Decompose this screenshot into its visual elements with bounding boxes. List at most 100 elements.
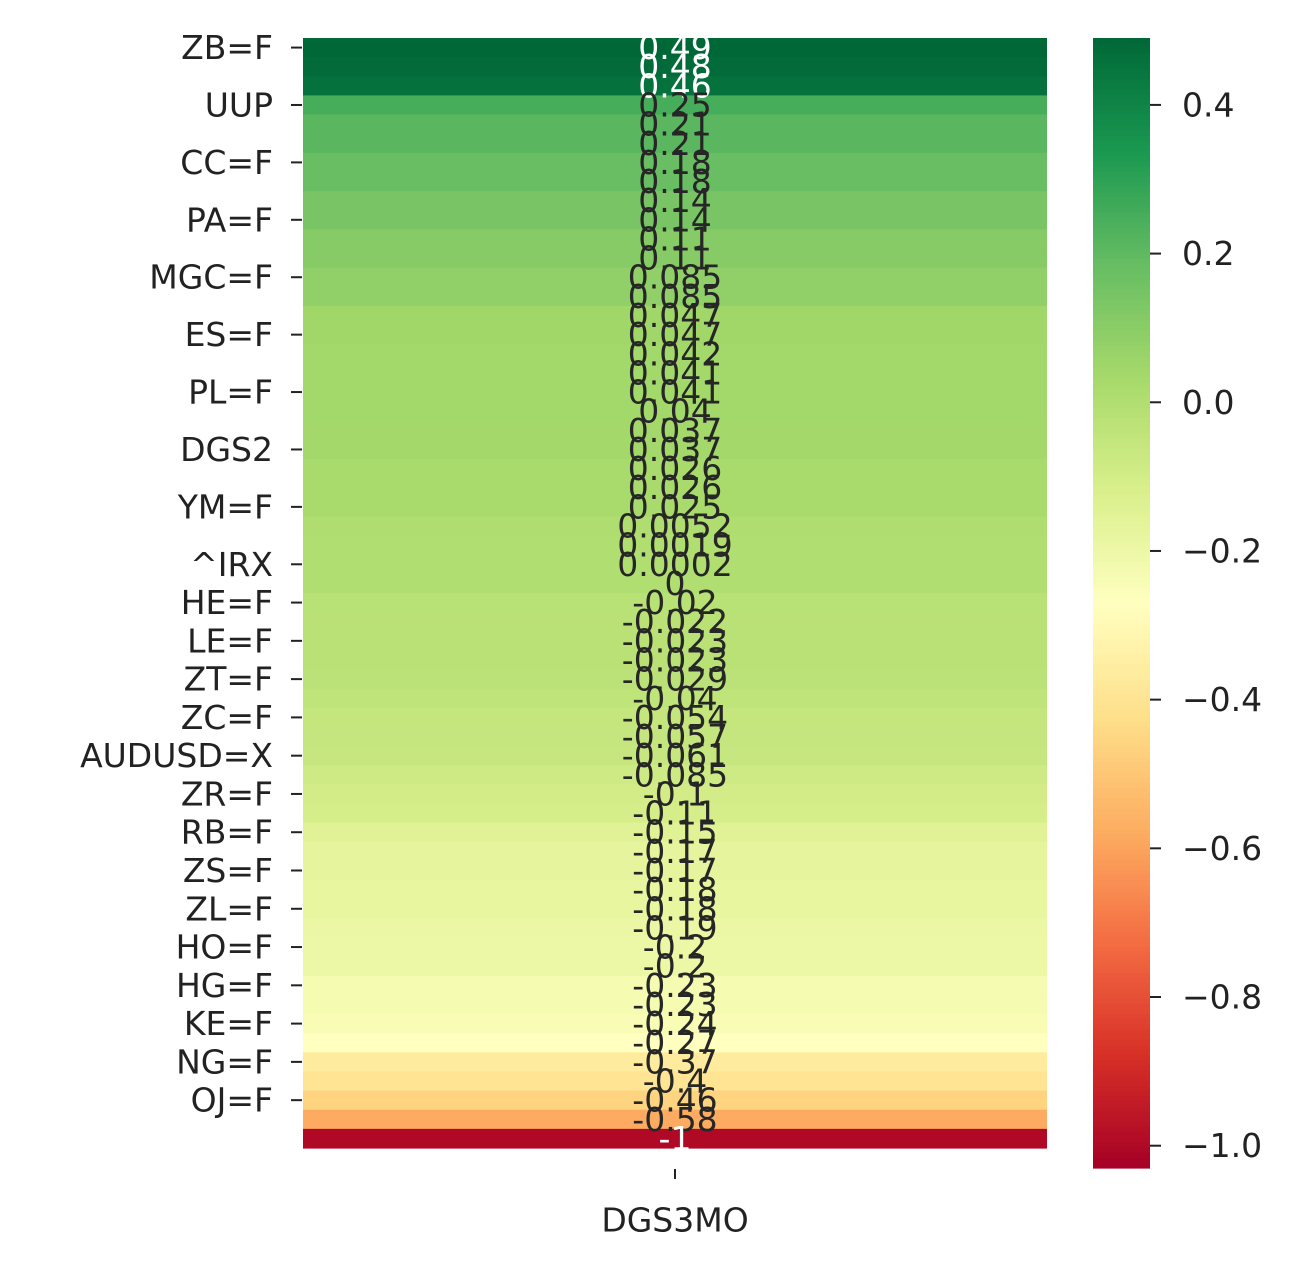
cell-annotation: 0.025 bbox=[628, 487, 722, 526]
cell-annotation: -0.18 bbox=[632, 889, 717, 928]
colorbar-segment bbox=[1093, 305, 1150, 311]
colorbar-tick-label: 0.2 bbox=[1182, 234, 1234, 273]
colorbar-segment bbox=[1093, 125, 1150, 132]
y-tick-label: HO=F bbox=[176, 928, 273, 967]
colorbar-segment bbox=[1093, 1060, 1150, 1066]
heatmap-cell bbox=[303, 612, 1047, 632]
colorbar-segment bbox=[1093, 284, 1150, 291]
heatmap-cell bbox=[303, 688, 1047, 709]
cell-annotation: 0.11 bbox=[638, 219, 711, 258]
cell-annotation: -0.054 bbox=[622, 698, 728, 737]
colorbar-segment bbox=[1093, 638, 1150, 645]
heatmap-cell bbox=[303, 344, 1047, 364]
heatmap-cell bbox=[303, 554, 1047, 575]
colorbar-segment bbox=[1093, 377, 1150, 383]
y-tick-label: MGC=F bbox=[149, 258, 273, 297]
colorbar-segment bbox=[1093, 942, 1150, 948]
cell-annotation: -0.18 bbox=[632, 870, 717, 909]
colorbar-segment bbox=[1093, 561, 1150, 568]
cell-annotation: 0.041 bbox=[628, 353, 722, 392]
colorbar-segment bbox=[1093, 592, 1150, 599]
colorbar-segment bbox=[1093, 176, 1150, 183]
heatmap-cell bbox=[303, 1052, 1047, 1073]
colorbar-segment bbox=[1093, 829, 1150, 835]
colorbar-segment bbox=[1093, 109, 1150, 116]
colorbar-segment bbox=[1093, 541, 1150, 548]
colorbar-segment bbox=[1093, 659, 1150, 666]
colorbar-segment bbox=[1093, 454, 1150, 460]
colorbar-segment bbox=[1093, 484, 1150, 491]
colorbar-segment bbox=[1093, 649, 1150, 655]
colorbar-segment bbox=[1093, 156, 1150, 162]
colorbar-segment bbox=[1093, 633, 1150, 640]
heatmap-cell bbox=[303, 573, 1047, 594]
heatmap-cell bbox=[303, 210, 1047, 230]
colorbar-segment bbox=[1093, 736, 1150, 743]
colorbar-segment bbox=[1093, 238, 1150, 245]
heatmap-cell bbox=[303, 994, 1047, 1015]
colorbar-segment bbox=[1093, 120, 1150, 126]
y-tick-label: CC=F bbox=[180, 143, 273, 182]
cell-annotation: 0.21 bbox=[638, 105, 711, 144]
heatmap-cell bbox=[303, 535, 1047, 556]
colorbar-segment bbox=[1093, 551, 1150, 558]
colorbar-segment bbox=[1093, 525, 1150, 532]
colorbar-segment bbox=[1093, 207, 1150, 214]
cell-annotation: -0.061 bbox=[622, 736, 728, 775]
colorbar-segment bbox=[1093, 695, 1150, 702]
cell-annotation: -0.023 bbox=[622, 640, 728, 679]
colorbar-segment bbox=[1093, 967, 1150, 974]
colorbar-segment bbox=[1093, 962, 1150, 969]
cell-annotation: 0.047 bbox=[628, 296, 722, 335]
colorbar-segment bbox=[1093, 130, 1150, 137]
cell-annotation: -0.1 bbox=[643, 774, 707, 813]
colorbar-segment bbox=[1093, 79, 1150, 85]
cell-annotation: -0.022 bbox=[622, 602, 728, 641]
y-tick-label: HE=F bbox=[181, 583, 273, 622]
cell-annotation: -0.2 bbox=[643, 947, 707, 986]
heatmap-cells bbox=[303, 38, 1047, 1149]
colorbar-segment bbox=[1093, 931, 1150, 938]
colorbar-segment bbox=[1093, 361, 1150, 368]
colorbar-segment bbox=[1093, 952, 1150, 959]
heatmap-cell bbox=[303, 707, 1047, 728]
colorbar-segment bbox=[1093, 186, 1150, 193]
cell-annotation: -0.4 bbox=[643, 1062, 707, 1101]
colorbar-segment bbox=[1093, 418, 1150, 424]
colorbar-segment bbox=[1093, 567, 1150, 573]
cell-annotation: 0.18 bbox=[638, 143, 711, 182]
colorbar-segment bbox=[1093, 68, 1150, 75]
colorbar-segment bbox=[1093, 751, 1150, 758]
cell-annotation: -0.37 bbox=[632, 1042, 717, 1081]
colorbar-segment bbox=[1093, 1147, 1150, 1154]
heatmap-cell bbox=[303, 860, 1047, 881]
colorbar-segment bbox=[1093, 1096, 1150, 1102]
colorbar-segment bbox=[1093, 423, 1150, 429]
y-tick-label: LE=F bbox=[187, 621, 273, 660]
colorbar-segment bbox=[1093, 115, 1150, 121]
colorbar-segment bbox=[1093, 433, 1150, 440]
heatmap-cell bbox=[303, 669, 1047, 690]
cell-annotation: -0.15 bbox=[632, 813, 717, 852]
cell-annotation: -0.029 bbox=[622, 660, 728, 699]
colorbar-segment bbox=[1093, 299, 1150, 306]
y-tick-label: ^IRX bbox=[190, 545, 273, 584]
heatmap-cell bbox=[303, 114, 1047, 135]
colorbar-segment bbox=[1093, 371, 1150, 378]
cell-annotations: 0.490.480.460.250.210.210.180.180.140.14… bbox=[617, 28, 732, 1158]
colorbar-segment bbox=[1093, 89, 1150, 96]
colorbar-segment bbox=[1093, 777, 1150, 784]
cell-annotation: 0.14 bbox=[638, 181, 711, 220]
y-tick-label: UUP bbox=[205, 85, 273, 124]
colorbar-segment bbox=[1093, 628, 1150, 635]
heatmap-cell bbox=[303, 1033, 1047, 1053]
colorbar-segment bbox=[1093, 885, 1150, 892]
colorbar-segment bbox=[1093, 1157, 1150, 1164]
colorbar-segment bbox=[1093, 608, 1150, 614]
colorbar-segment bbox=[1093, 546, 1150, 553]
colorbar-segment bbox=[1093, 515, 1150, 522]
colorbar-segment bbox=[1093, 875, 1150, 881]
colorbar-segment bbox=[1093, 356, 1150, 363]
colorbar-tick-label: −0.8 bbox=[1182, 978, 1262, 1017]
colorbar-segment bbox=[1093, 222, 1150, 229]
